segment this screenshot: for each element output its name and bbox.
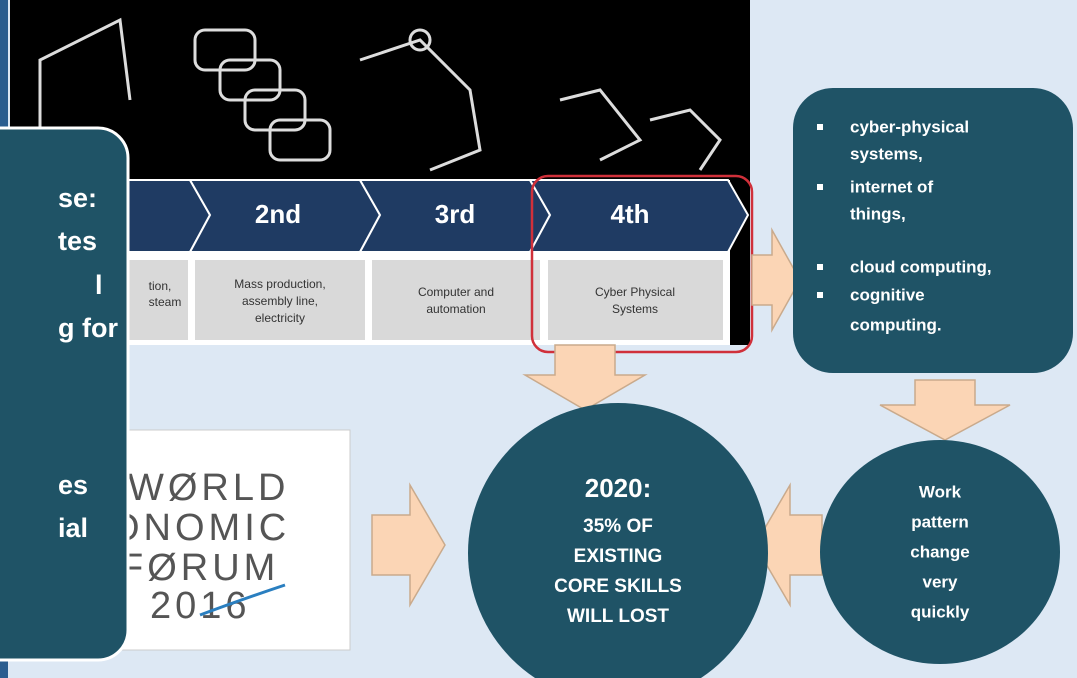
stage-description: electricity — [255, 311, 305, 325]
technology: internet of — [850, 177, 933, 196]
forecast-text: 2020: — [585, 473, 652, 503]
technology: cyber-physical — [850, 117, 969, 136]
overlay-text: g for — [58, 313, 118, 343]
technology: cognitive — [850, 285, 925, 304]
stage-description: steam — [149, 295, 182, 309]
forecast-text: WILL LOST — [567, 606, 669, 627]
stage-description: tion, — [149, 279, 172, 293]
technology: systems, — [850, 144, 923, 163]
stage-description: Computer and — [418, 285, 494, 299]
work-text: Work — [919, 482, 962, 501]
work-text: pattern — [911, 512, 969, 531]
logo-text: 2016 — [150, 585, 251, 627]
forecast-text: 35% OF — [583, 516, 653, 537]
overlay-text: l — [95, 270, 103, 300]
slide: 2nd 3rd 4th tion, steam Mass production,… — [0, 0, 1077, 678]
stage-description: assembly line, — [242, 294, 318, 308]
stage-label: 3rd — [435, 199, 475, 229]
stage-description: automation — [426, 302, 485, 316]
technology: cloud computing, — [850, 257, 992, 276]
technology: computing. — [850, 315, 942, 334]
work-text: change — [910, 542, 970, 561]
forecast-text: EXISTING — [574, 546, 663, 567]
stage-box — [372, 260, 540, 340]
logo-text: FØRUM — [120, 547, 279, 589]
stage-description: Systems — [612, 302, 658, 316]
overlay-text: es — [58, 470, 88, 500]
overlay-text: tes — [58, 226, 97, 256]
work-text: very — [923, 572, 959, 591]
stage-description: Cyber Physical — [595, 285, 675, 299]
forecast-text: CORE SKILLS — [554, 576, 682, 597]
stage-description: Mass production, — [234, 277, 325, 291]
overlay-text: ial — [58, 513, 88, 543]
logo-text: WØRLD — [128, 467, 289, 509]
stage-box — [548, 260, 723, 340]
technology: things, — [850, 204, 906, 223]
stage-label: 4th — [611, 199, 650, 229]
work-text: quickly — [911, 602, 970, 621]
logo-text: ONOMIC — [110, 507, 290, 549]
stage-label: 2nd — [255, 199, 301, 229]
overlay-text: se: — [58, 183, 97, 213]
